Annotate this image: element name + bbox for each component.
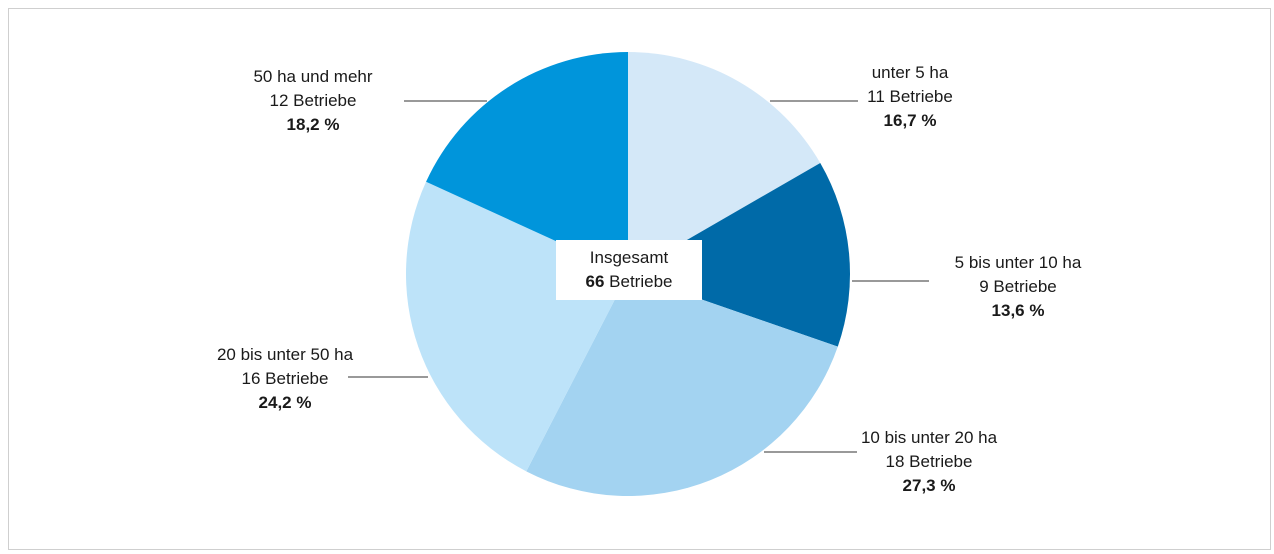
- slice-count-2: 9 Betriebe: [979, 277, 1057, 296]
- slice-count-4: 16 Betriebe: [242, 369, 329, 388]
- slice-count-3: 18 Betriebe: [886, 452, 973, 471]
- pie-slice-2: [628, 163, 851, 347]
- slice-label-3: 10 bis unter 20 ha: [861, 428, 998, 447]
- slice-label-5: 50 ha und mehr: [253, 67, 372, 86]
- center-line2: 66 Betriebe: [586, 270, 673, 294]
- pie-slice-5: [426, 52, 628, 274]
- slice-label-1: unter 5 ha: [872, 63, 949, 82]
- center-total-box: Insgesamt 66 Betriebe: [556, 240, 702, 300]
- slice-percent-5: 18,2 %: [287, 115, 340, 134]
- slice-percent-3: 27,3 %: [903, 476, 956, 495]
- slice-label-2: 5 bis unter 10 ha: [955, 253, 1082, 272]
- pie-slice-1: [628, 52, 821, 274]
- center-line1: Insgesamt: [589, 248, 669, 267]
- pie-slice-3: [526, 274, 838, 497]
- slice-count-5: 12 Betriebe: [270, 91, 357, 110]
- slice-percent-4: 24,2 %: [259, 393, 312, 412]
- slice-count-1: 11 Betriebe: [867, 87, 953, 106]
- center-unit: Betriebe: [609, 272, 673, 291]
- slice-percent-1: 16,7 %: [884, 111, 937, 130]
- slice-percent-2: 13,6 %: [992, 301, 1045, 320]
- center-total: 66: [585, 272, 605, 291]
- slice-label-4: 20 bis unter 50 ha: [217, 345, 354, 364]
